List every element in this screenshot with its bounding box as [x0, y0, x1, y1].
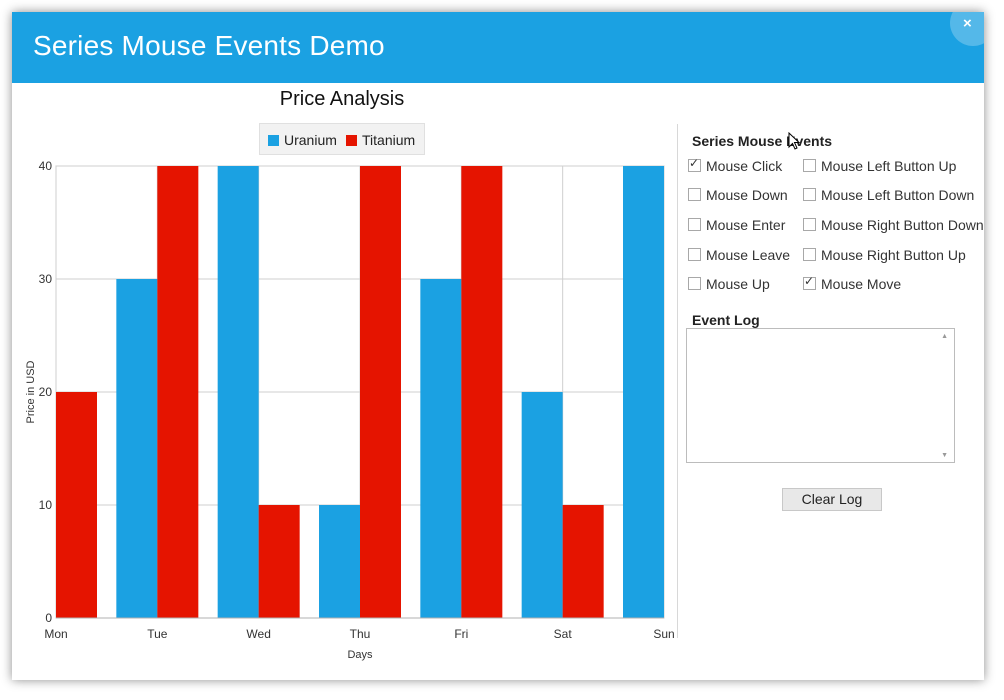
checkbox-mouse-click[interactable]: Mouse Click: [688, 156, 783, 174]
mouse-cursor-icon: [788, 132, 801, 150]
checkbox-label: Mouse Right Button Up: [821, 247, 966, 263]
mouse-events-label: Series Mouse Events: [692, 133, 833, 149]
bar-uranium-fri[interactable]: [420, 279, 462, 618]
bar-titanium-fri[interactable]: [461, 166, 503, 618]
checkbox-label: Mouse Down: [706, 187, 788, 203]
scroll-down-arrow-icon[interactable]: ▼: [941, 452, 948, 459]
checkbox-mouse-left-button-up[interactable]: Mouse Left Button Up: [803, 158, 956, 174]
checkbox-mouse-up[interactable]: Mouse Up: [688, 276, 770, 292]
checkbox-box[interactable]: [803, 218, 816, 231]
checkbox-label: Mouse Click: [706, 158, 783, 174]
checkbox-box[interactable]: [803, 159, 816, 172]
checkbox-mouse-down[interactable]: Mouse Down: [688, 187, 788, 203]
checkbox-mouse-move[interactable]: Mouse Move: [803, 274, 902, 292]
panel-divider: [677, 124, 678, 638]
x-tick-label: Sun: [653, 627, 674, 641]
x-tick-label: Thu: [350, 627, 371, 641]
bar-uranium-thu[interactable]: [319, 505, 360, 618]
bar-uranium-sun[interactable]: [623, 166, 664, 618]
checkbox-label: Mouse Move: [821, 276, 902, 292]
chart-legend: Uranium Titanium: [259, 123, 425, 155]
y-tick-label: 20: [39, 385, 53, 399]
checkbox-mouse-right-button-up[interactable]: Mouse Right Button Up: [803, 247, 966, 263]
checkbox-label: Mouse Left Button Up: [821, 158, 957, 174]
close-button[interactable]: ×: [950, 12, 984, 46]
close-icon: ×: [963, 15, 972, 32]
x-tick-label: Tue: [147, 627, 168, 641]
checkbox-box[interactable]: [688, 277, 701, 290]
bar-uranium-tue[interactable]: [116, 279, 158, 618]
x-tick-label: Mon: [44, 627, 67, 641]
checkbox-box[interactable]: [688, 248, 701, 261]
bar-uranium-sat[interactable]: [521, 392, 563, 618]
y-tick-label: 40: [39, 159, 53, 173]
app-window: Series Mouse Events Demo × Price Analysi…: [12, 12, 984, 680]
checkbox-box[interactable]: [803, 248, 816, 261]
bar-titanium-tue[interactable]: [157, 166, 199, 618]
checkbox-box[interactable]: [688, 218, 701, 231]
bar-titanium-thu[interactable]: [360, 166, 401, 618]
y-tick-label: 30: [39, 272, 53, 286]
y-tick-label: 10: [39, 498, 53, 512]
checkbox-label: Mouse Up: [706, 276, 770, 292]
legend-item-titanium[interactable]: Titanium: [346, 132, 415, 148]
x-tick-label: Wed: [246, 627, 270, 641]
checkbox-box[interactable]: [803, 274, 816, 290]
bar-chart: 0 10 20 30 40 Mon Tue Wed Thu Fri Sat Sun Days Price …: [25, 159, 675, 661]
title-bar: Series Mouse Events Demo ×: [12, 12, 984, 83]
bar-titanium-sat[interactable]: [562, 505, 604, 618]
legend-item-uranium[interactable]: Uranium: [268, 132, 337, 148]
y-axis-label: Price in USD: [25, 360, 37, 423]
legend-swatch-titanium: [346, 135, 357, 146]
x-tick-label: Sat: [554, 627, 573, 641]
checkbox-box[interactable]: [688, 156, 701, 172]
window-title: Series Mouse Events Demo: [33, 30, 385, 61]
checkbox-mouse-right-button-down[interactable]: Mouse Right Button Down: [803, 217, 984, 233]
checkbox-mouse-left-button-down[interactable]: Mouse Left Button Down: [803, 187, 974, 203]
legend-label-uranium: Uranium: [284, 132, 337, 148]
scroll-up-arrow-icon[interactable]: ▲: [941, 333, 948, 340]
bar-titanium-mon[interactable]: [56, 392, 97, 618]
checkbox-mouse-enter[interactable]: Mouse Enter: [688, 217, 785, 233]
legend-swatch-uranium: [268, 135, 279, 146]
checkbox-box[interactable]: [803, 188, 816, 201]
legend-label-titanium: Titanium: [362, 132, 416, 148]
checkbox-label: Mouse Left Button Down: [821, 187, 975, 203]
checkbox-mouse-leave[interactable]: Mouse Leave: [688, 247, 790, 263]
event-log-label: Event Log: [692, 312, 760, 328]
chart-title: Price Analysis: [279, 88, 405, 110]
bar-titanium-wed[interactable]: [258, 505, 300, 618]
y-tick-label: 0: [45, 611, 52, 625]
checkbox-label: Mouse Right Button Down: [821, 217, 984, 233]
checkbox-label: Mouse Leave: [706, 247, 791, 263]
checkbox-box[interactable]: [688, 188, 701, 201]
checkbox-label: Mouse Enter: [706, 217, 786, 233]
bar-uranium-wed[interactable]: [217, 166, 259, 618]
x-axis-label: Days: [347, 649, 373, 661]
event-log-textarea[interactable]: ▲ ▼: [686, 328, 955, 463]
x-tick-label: Fri: [454, 627, 468, 641]
clear-log-button[interactable]: Clear Log: [782, 488, 882, 511]
